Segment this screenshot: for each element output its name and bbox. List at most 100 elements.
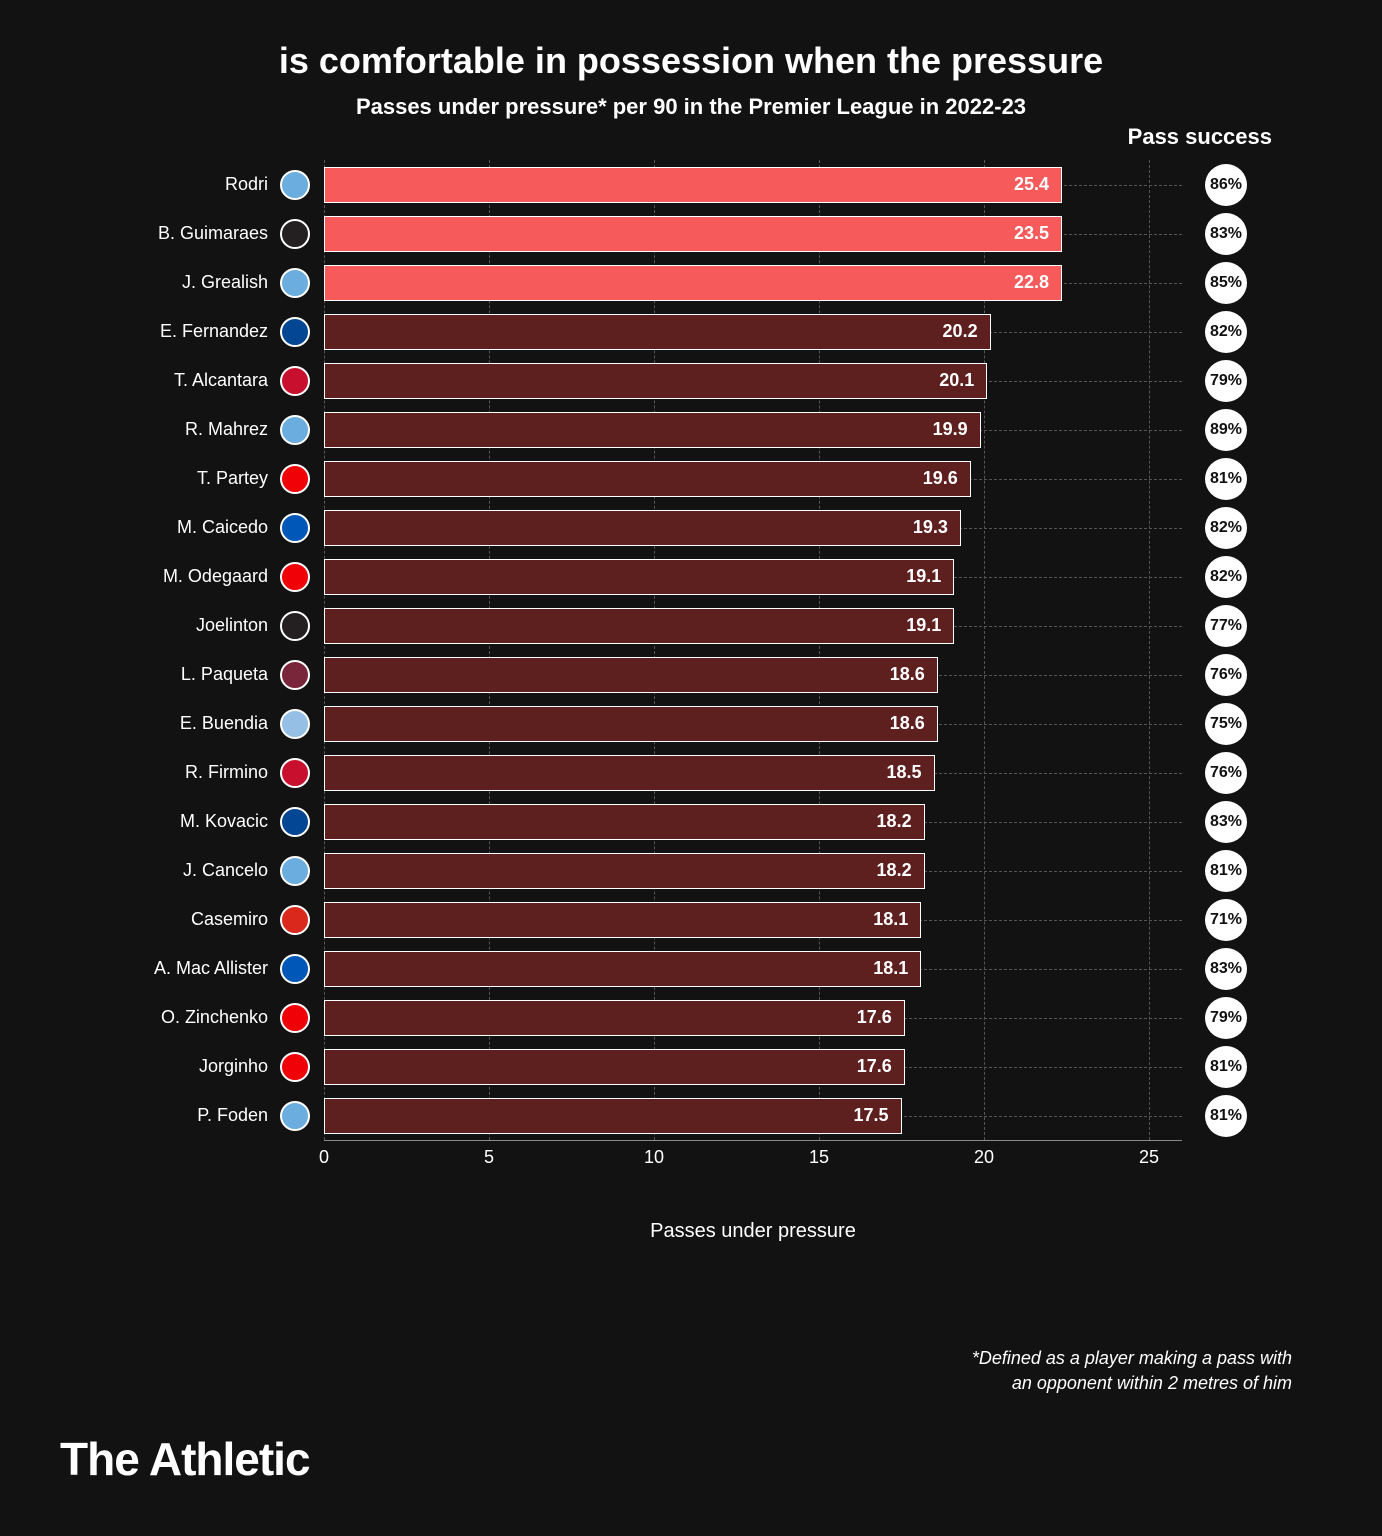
table-row: R. Firmino 18.576% — [120, 748, 1302, 797]
team-badge-icon — [280, 807, 310, 837]
player-name: M. Odegaard — [120, 566, 280, 587]
table-row: L. Paqueta 18.6 76% — [120, 650, 1302, 699]
team-badge-icon — [280, 1003, 310, 1033]
x-tick-label: 0 — [319, 1147, 329, 1168]
x-tick-label: 10 — [644, 1147, 664, 1168]
team-badge-icon — [280, 905, 310, 935]
bar-zone: 19.989% — [324, 405, 1302, 454]
player-name: L. Paqueta — [120, 664, 280, 685]
bar: 25.4 — [324, 167, 1062, 203]
table-row: M. Kovacic 18.2 83% — [120, 797, 1302, 846]
pass-success-bubble: 76% — [1205, 654, 1247, 696]
table-row: P. Foden 17.5 81% — [120, 1091, 1302, 1140]
bar: 18.2 — [324, 804, 925, 840]
team-badge-icon — [280, 366, 310, 396]
team-badge-icon — [280, 317, 310, 347]
team-badge-icon — [280, 709, 310, 739]
bar: 18.2 — [324, 853, 925, 889]
bar: 19.9 — [324, 412, 981, 448]
pass-success-bubble: 81% — [1205, 458, 1247, 500]
table-row: E. Buendia 18.6 75% — [120, 699, 1302, 748]
player-name: T. Partey — [120, 468, 280, 489]
player-name: R. Firmino — [120, 762, 280, 783]
bar-zone: 20.179% — [324, 356, 1302, 405]
pass-success-bubble: 79% — [1205, 997, 1247, 1039]
player-name: Rodri — [120, 174, 280, 195]
player-name: B. Guimaraes — [120, 223, 280, 244]
bar-zone: 22.8 85% — [324, 258, 1302, 307]
bar-zone: 25.486% — [324, 160, 1302, 209]
bar: 19.1 — [324, 608, 954, 644]
player-name: J. Grealish — [120, 272, 280, 293]
pass-success-bubble: 83% — [1205, 948, 1247, 990]
player-name: E. Buendia — [120, 713, 280, 734]
pass-success-bubble: 82% — [1205, 311, 1247, 353]
bar-zone: 20.2 82% — [324, 307, 1302, 356]
bar-zone: 18.6 76% — [324, 650, 1302, 699]
team-badge-icon — [280, 415, 310, 445]
bar-zone: 18.183% — [324, 944, 1302, 993]
footnote: *Defined as a player making a pass with … — [972, 1346, 1292, 1396]
bar: 22.8 — [324, 265, 1062, 301]
pass-success-bubble: 75% — [1205, 703, 1247, 745]
bar: 17.6 — [324, 1049, 905, 1085]
player-name: Joelinton — [120, 615, 280, 636]
player-name: M. Caicedo — [120, 517, 280, 538]
bar-zone: 19.1 82% — [324, 552, 1302, 601]
chart-area: Pass success Rodri25.486%B. Guimaraes23.… — [120, 160, 1302, 1243]
player-name: Casemiro — [120, 909, 280, 930]
bar-zone: 19.681% — [324, 454, 1302, 503]
bar-rows: Rodri25.486%B. Guimaraes23.583%J. Greali… — [120, 160, 1302, 1140]
bar: 20.2 — [324, 314, 991, 350]
table-row: Rodri 25.486% — [120, 160, 1302, 209]
team-badge-icon — [280, 611, 310, 641]
table-row: T. Alcantara20.179% — [120, 356, 1302, 405]
bar: 18.1 — [324, 902, 921, 938]
bar-zone: 23.583% — [324, 209, 1302, 258]
bar-zone: 17.6 79% — [324, 993, 1302, 1042]
team-badge-icon — [280, 268, 310, 298]
player-name: P. Foden — [120, 1105, 280, 1126]
team-badge-icon — [280, 660, 310, 690]
x-axis: 0510152025 — [324, 1140, 1182, 1180]
table-row: A. Mac Allister 18.183% — [120, 944, 1302, 993]
bar-zone: 18.6 75% — [324, 699, 1302, 748]
table-row: J. Grealish 22.8 85% — [120, 258, 1302, 307]
player-name: E. Fernandez — [120, 321, 280, 342]
bar: 17.6 — [324, 1000, 905, 1036]
player-name: A. Mac Allister — [120, 958, 280, 979]
footnote-line: an opponent within 2 metres of him — [972, 1371, 1292, 1396]
brand-logo: The Athletic — [60, 1432, 310, 1486]
x-axis-label: Passes under pressure — [324, 1220, 1182, 1243]
team-badge-icon — [280, 170, 310, 200]
pass-success-header: Pass success — [1128, 124, 1272, 150]
bar: 18.6 — [324, 657, 938, 693]
pass-success-bubble: 77% — [1205, 605, 1247, 647]
bar: 19.3 — [324, 510, 961, 546]
player-name: M. Kovacic — [120, 811, 280, 832]
bar-zone: 19.382% — [324, 503, 1302, 552]
bar: 17.5 — [324, 1098, 902, 1134]
table-row: Joelinton 19.1 77% — [120, 601, 1302, 650]
table-row: M. Caicedo 19.382% — [120, 503, 1302, 552]
bar: 18.6 — [324, 706, 938, 742]
chart-title: is comfortable in possession when the pr… — [80, 40, 1302, 82]
bar-zone: 18.576% — [324, 748, 1302, 797]
x-tick-label: 15 — [809, 1147, 829, 1168]
player-name: Jorginho — [120, 1056, 280, 1077]
player-name: R. Mahrez — [120, 419, 280, 440]
pass-success-bubble: 83% — [1205, 213, 1247, 255]
pass-success-bubble: 85% — [1205, 262, 1247, 304]
team-badge-icon — [280, 562, 310, 592]
pass-success-bubble: 83% — [1205, 801, 1247, 843]
bar-zone: 17.5 81% — [324, 1091, 1302, 1140]
x-tick-label: 20 — [974, 1147, 994, 1168]
team-badge-icon — [280, 954, 310, 984]
pass-success-bubble: 82% — [1205, 556, 1247, 598]
x-tick-label: 25 — [1139, 1147, 1159, 1168]
table-row: J. Cancelo18.281% — [120, 846, 1302, 895]
pass-success-bubble: 81% — [1205, 1095, 1247, 1137]
bar: 19.1 — [324, 559, 954, 595]
bar-zone: 18.171% — [324, 895, 1302, 944]
table-row: M. Odegaard 19.1 82% — [120, 552, 1302, 601]
